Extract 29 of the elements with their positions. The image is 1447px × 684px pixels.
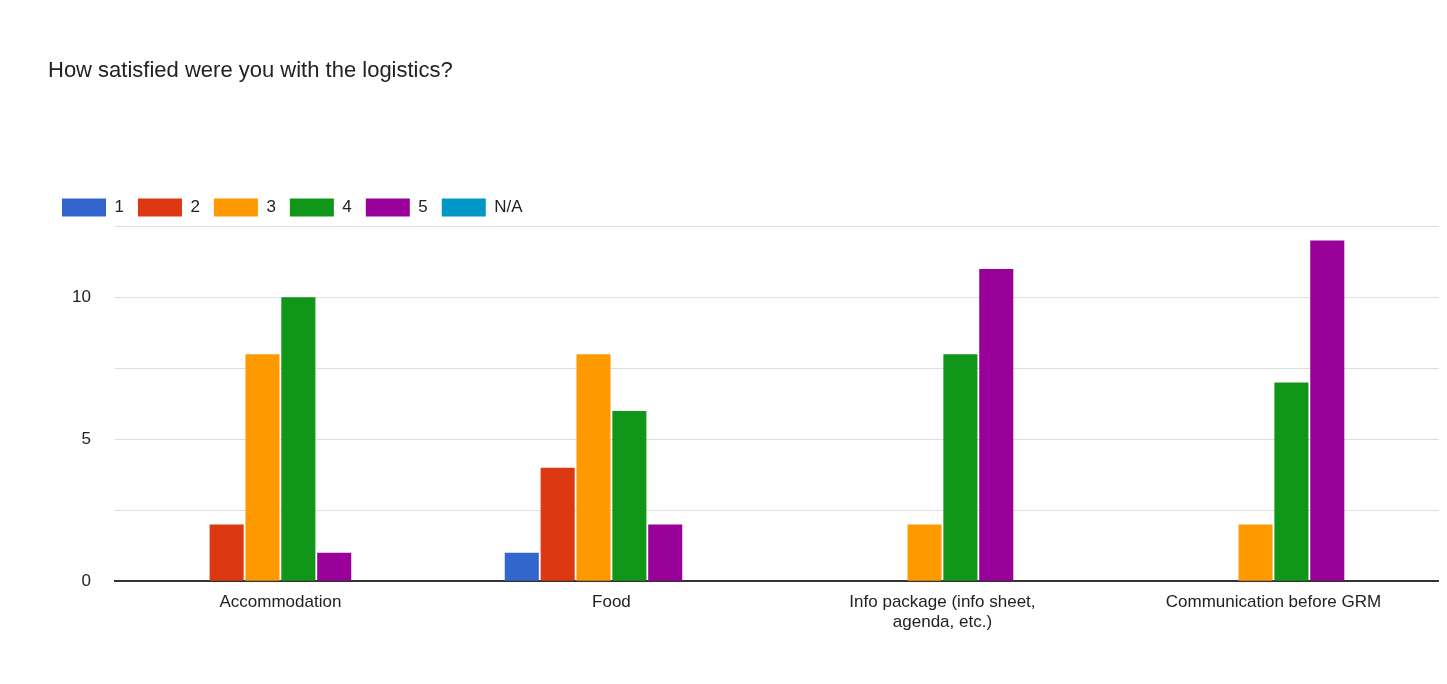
chart-title: How satisfied were you with the logistics? [48, 57, 453, 83]
bar [1274, 382, 1309, 581]
legend-label: 1 [114, 197, 124, 217]
legend-label: N/A [494, 197, 524, 217]
bar [1238, 524, 1273, 581]
bar [281, 297, 316, 581]
y-tick-label: 0 [81, 570, 91, 590]
legend-label: 3 [266, 197, 276, 217]
bar [576, 354, 611, 581]
bar [317, 552, 352, 581]
x-tick-label: Communication before GRM [1165, 592, 1382, 612]
bar [540, 467, 575, 581]
y-tick-label: 10 [71, 287, 91, 307]
legend-label: 4 [342, 197, 352, 217]
y-tick-label: 5 [81, 428, 91, 448]
legend-label: 5 [418, 197, 428, 217]
bar [209, 524, 244, 581]
bar [504, 552, 539, 581]
bar [245, 354, 280, 581]
x-tick-label: Info package (info sheet, agenda, etc.) [849, 592, 1036, 632]
bar [1310, 240, 1345, 581]
legend-label: 2 [190, 197, 200, 217]
bar [943, 354, 978, 581]
bar [907, 524, 942, 581]
bar [648, 524, 683, 581]
x-tick-label: Accommodation [219, 592, 342, 612]
bar [612, 410, 647, 581]
bar [979, 268, 1014, 581]
x-tick-label: Food [592, 592, 631, 612]
